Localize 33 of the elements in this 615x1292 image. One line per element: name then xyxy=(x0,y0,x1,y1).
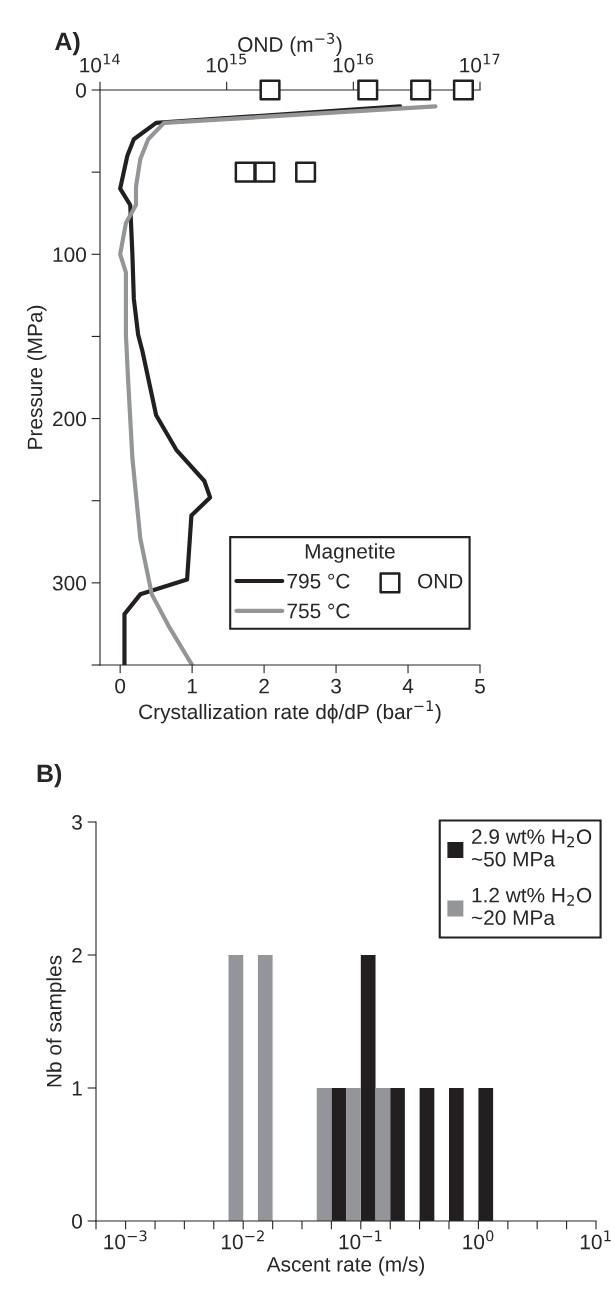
legend-label: OND xyxy=(418,573,463,589)
x-tick-label: 10$^{−2}$ xyxy=(221,1230,264,1250)
y-tick-label: 0 xyxy=(76,83,86,98)
x-tick-label: 4 xyxy=(402,678,414,694)
x-tick-label: 0 xyxy=(115,678,126,694)
y-tick-label: 1 xyxy=(72,1081,82,1096)
y-tick-label: 100 xyxy=(53,247,86,263)
y-tick-label: 0 xyxy=(72,1214,82,1229)
y-tick-label: 3 xyxy=(72,815,82,830)
x-tick-label: 10$^{1}$ xyxy=(580,1230,611,1250)
legend-label: 755 °C xyxy=(287,603,350,619)
x-tick-label: 10$^{−3}$ xyxy=(104,1230,147,1250)
legend-label: 795 °C xyxy=(287,573,350,589)
chart-title: B) xyxy=(37,763,62,788)
y-axis-title: Pressure (MPa) xyxy=(27,305,47,449)
x2-tick-label: 10$^{17}$ xyxy=(460,53,500,73)
y-tick-label: 300 xyxy=(52,575,86,591)
y-tick-label: 200 xyxy=(53,411,86,427)
x2-tick-label: 10$^{14}$ xyxy=(80,53,120,73)
y-axis-title: Nb of samples xyxy=(46,955,66,1087)
legend-label: 1.2 wt% H$_{2}$O ~20 MPa xyxy=(471,887,592,926)
x-axis-title: Ascent rate (m/s) xyxy=(266,1256,425,1276)
x-tick-label: 1 xyxy=(187,678,197,694)
legend-label: 2.9 wt% H$_{2}$O ~50 MPa xyxy=(471,829,592,867)
x-tick-label: 3 xyxy=(331,678,341,694)
x-tick-label: 2 xyxy=(259,678,269,694)
x-axis-title: Crystallization rate dϕ/dP (bar$^{−1}$) xyxy=(139,700,441,724)
x-tick-label: 5 xyxy=(475,678,485,694)
x-tick-label: 10$^{−1}$ xyxy=(339,1230,382,1250)
chart-title: A) xyxy=(55,31,80,56)
y-tick-label: 2 xyxy=(72,948,82,963)
legend-title: Magnetite xyxy=(305,543,395,563)
x-tick-label: 10$^{0}$ xyxy=(463,1230,494,1250)
